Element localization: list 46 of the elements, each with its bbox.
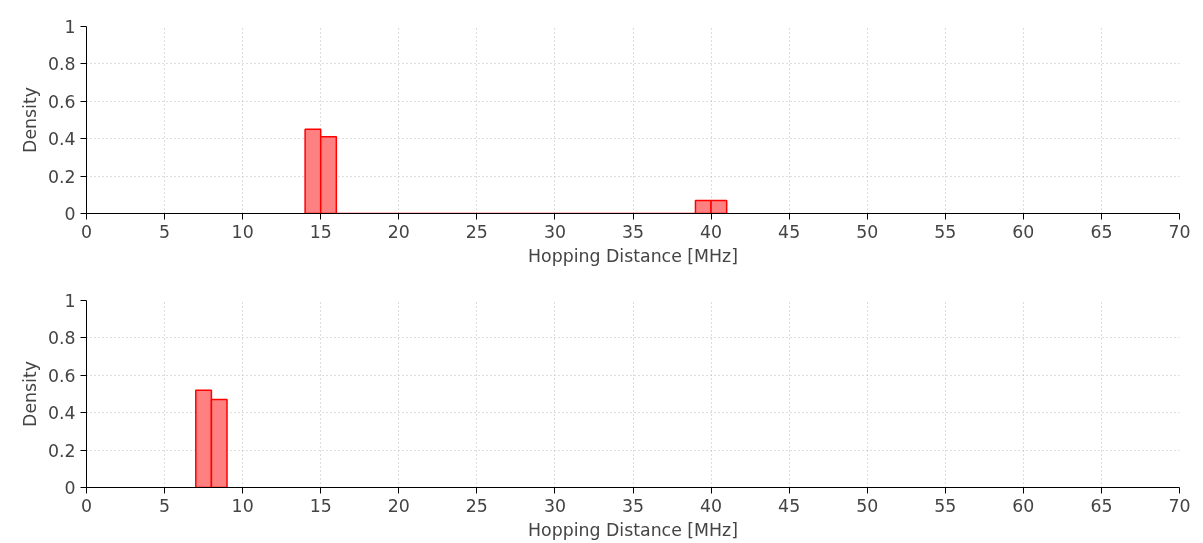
y-tick-label: 0.6	[47, 365, 76, 386]
x-tick-label: 5	[159, 221, 171, 242]
y-axis-title: Density	[19, 87, 40, 153]
x-tick-label: 65	[1090, 221, 1113, 242]
y-axis-title: Density	[19, 361, 40, 427]
x-tick-label: 10	[231, 221, 254, 242]
x-tick-label: 70	[1168, 221, 1191, 242]
x-tick-label: 40	[700, 495, 723, 516]
x-tick-label: 65	[1090, 495, 1113, 516]
x-tick-label: 70	[1168, 495, 1191, 516]
y-tick-label: 0.4	[47, 129, 76, 150]
y-tick-label: 0	[64, 478, 76, 498]
x-tick-label: 50	[856, 221, 879, 242]
x-tick-label: 15	[309, 221, 332, 242]
y-tick-label: 0.8	[47, 328, 76, 349]
x-tick-label: 10	[231, 495, 254, 516]
x-axis-title: Hopping Distance [MHz]	[528, 519, 738, 540]
x-tick-label: 25	[465, 221, 488, 242]
x-tick-label: 5	[159, 495, 171, 516]
y-tick-label: 0.8	[47, 54, 76, 75]
x-tick-label: 15	[309, 495, 332, 516]
y-tick-label: 0.4	[47, 403, 76, 424]
y-tick-label: 0	[64, 204, 76, 224]
y-tick-label: 0.2	[47, 166, 76, 187]
x-tick-label: 45	[778, 221, 801, 242]
x-tick-label: 60	[1012, 221, 1035, 242]
x-tick-label: 50	[856, 495, 879, 516]
x-tick-label: 55	[934, 221, 957, 242]
x-tick-label: 55	[934, 495, 957, 516]
x-tick-label: 0	[80, 221, 93, 242]
x-tick-label: 30	[543, 221, 566, 242]
x-tick-label: 35	[621, 495, 645, 516]
x-tick-label: 25	[465, 495, 488, 516]
y-tick-label: 0.2	[47, 440, 76, 461]
y-tick-label: 0.6	[47, 91, 76, 112]
y-tick-label: 1	[64, 291, 76, 311]
x-tick-label: 30	[543, 495, 566, 516]
x-tick-label: 35	[621, 221, 645, 242]
x-tick-label: 20	[387, 221, 410, 242]
x-tick-label: 60	[1012, 495, 1035, 516]
x-tick-label: 40	[700, 221, 723, 242]
y-tick-label: 1	[64, 17, 76, 37]
x-tick-label: 20	[387, 495, 410, 516]
x-tick-label: 0	[80, 495, 93, 516]
x-tick-label: 45	[778, 495, 801, 516]
x-axis-title: Hopping Distance [MHz]	[528, 245, 738, 266]
